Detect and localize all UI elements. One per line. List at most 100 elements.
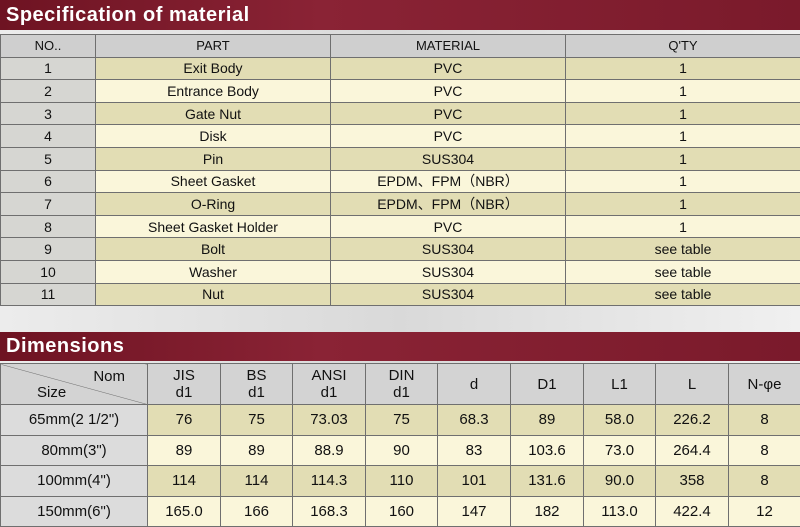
table-cell: 11 <box>0 282 96 307</box>
table-cell: 90.0 <box>583 465 656 497</box>
table-row: 4 Disk PVC 1 <box>0 124 800 148</box>
table-cell: PVC <box>330 56 566 81</box>
table-row: 7 O-Ring EPDM、FPM（NBR） 1 <box>0 192 800 216</box>
header-cell: D1 <box>510 363 584 405</box>
table-cell: SUS304 <box>330 259 566 284</box>
table-cell: 147 <box>437 495 511 527</box>
table-cell: 168.3 <box>292 495 366 527</box>
table-cell: 68.3 <box>437 404 511 436</box>
corner-label: Nom <box>93 368 125 385</box>
table-cell: 114.3 <box>292 465 366 497</box>
header-cell: N-φe <box>728 363 800 405</box>
table-cell: PVC <box>330 214 566 239</box>
table-cell: 75 <box>220 404 293 436</box>
table-cell: 73.03 <box>292 404 366 436</box>
table-cell: 150mm(6") <box>0 495 148 527</box>
table-row: 6 Sheet Gasket EPDM、FPM（NBR） 1 <box>0 169 800 194</box>
table-cell: 131.6 <box>510 465 584 497</box>
table-cell: see table <box>565 282 800 307</box>
table-cell: 80mm(3") <box>0 434 148 466</box>
table-row: 3 Gate Nut PVC 1 <box>0 101 800 126</box>
table-cell: SUS304 <box>330 146 566 171</box>
table-row: 8 Sheet Gasket Holder PVC 1 <box>0 214 800 239</box>
table-row: 2 Entrance Body PVC 1 <box>0 79 800 103</box>
table-cell: Bolt <box>95 237 331 261</box>
table-cell: 7 <box>0 192 96 216</box>
table-cell: 1 <box>565 146 800 171</box>
header-cell: PART <box>95 34 331 58</box>
table-cell: 5 <box>0 146 96 171</box>
header-cell: JIS d1 <box>147 363 221 405</box>
header-cell: L1 <box>583 363 656 405</box>
table-cell: 110 <box>365 465 438 497</box>
table-cell: 58.0 <box>583 404 656 436</box>
header-row: NO.. PART MATERIAL Q'TY <box>0 34 800 58</box>
dimensions-table: Nom Size JIS d1 BS d1 ANSI d1 DIN d1 d D1 L1 L N-φ… <box>0 363 800 527</box>
table-cell: 76 <box>147 404 221 436</box>
header-cell: MATERIAL <box>330 34 566 58</box>
table-cell: 113.0 <box>583 495 656 527</box>
table-cell: 89 <box>220 434 293 466</box>
table-row: 1 Exit Body PVC 1 <box>0 56 800 81</box>
table-cell: 88.9 <box>292 434 366 466</box>
table-cell: 103.6 <box>510 434 584 466</box>
table-cell: 1 <box>565 214 800 239</box>
table-cell: 8 <box>728 465 800 497</box>
table-cell: EPDM、FPM（NBR） <box>330 192 566 216</box>
table-cell: 358 <box>655 465 729 497</box>
header-cell: ANSI d1 <box>292 363 366 405</box>
table-cell: 89 <box>147 434 221 466</box>
table-cell: 65mm(2 1/2") <box>0 404 148 436</box>
table-cell: PVC <box>330 79 566 103</box>
table-cell: EPDM、FPM（NBR） <box>330 169 566 194</box>
table-cell: 114 <box>220 465 293 497</box>
table-cell: SUS304 <box>330 237 566 261</box>
table-cell: 2 <box>0 79 96 103</box>
table-row: 100mm(4") 114 114 114.3 110 101 131.6 90.0 358 8 <box>0 465 800 497</box>
table-cell: 1 <box>565 56 800 81</box>
table-cell: 8 <box>0 214 96 239</box>
table-cell: Exit Body <box>95 56 331 81</box>
table-cell: PVC <box>330 101 566 126</box>
table-cell: 75 <box>365 404 438 436</box>
table-cell: 6 <box>0 169 96 194</box>
table-cell: 1 <box>565 124 800 148</box>
table-cell: 114 <box>147 465 221 497</box>
table-cell: see table <box>565 237 800 261</box>
table-cell: 8 <box>728 434 800 466</box>
table-cell: 10 <box>0 259 96 284</box>
table-cell: 1 <box>0 56 96 81</box>
material-table: NO.. PART MATERIAL Q'TY 1 Exit Body PVC 1 2 Entra… <box>0 34 800 307</box>
corner-label: Size <box>37 384 67 401</box>
table-cell: PVC <box>330 124 566 148</box>
table-row: 9 Bolt SUS304 see table <box>0 237 800 261</box>
table-row: 5 Pin SUS304 1 <box>0 146 800 171</box>
table-cell: 89 <box>510 404 584 436</box>
table-cell: 422.4 <box>655 495 729 527</box>
table-cell: 12 <box>728 495 800 527</box>
table-cell: Sheet Gasket <box>95 169 331 194</box>
section-title: Dimensions <box>0 332 800 361</box>
table-cell: 1 <box>565 192 800 216</box>
table-cell: 100mm(4") <box>0 465 148 497</box>
table-cell: 226.2 <box>655 404 729 436</box>
table-cell: Sheet Gasket Holder <box>95 214 331 239</box>
header-cell: DIN d1 <box>365 363 438 405</box>
header-cell: BS d1 <box>220 363 293 405</box>
header-cell: d <box>437 363 511 405</box>
table-cell: Entrance Body <box>95 79 331 103</box>
table-row: 65mm(2 1/2") 76 75 73.03 75 68.3 89 58.0 226.2 8 <box>0 404 800 436</box>
table-cell: 8 <box>728 404 800 436</box>
table-cell: 160 <box>365 495 438 527</box>
table-cell: Nut <box>95 282 331 307</box>
table-cell: 3 <box>0 101 96 126</box>
table-cell: O-Ring <box>95 192 331 216</box>
table-cell: 1 <box>565 101 800 126</box>
table-cell: 101 <box>437 465 511 497</box>
table-cell: Pin <box>95 146 331 171</box>
header-cell: NO.. <box>0 34 96 58</box>
section-title: Specification of material <box>0 0 800 30</box>
table-cell: 9 <box>0 237 96 261</box>
header-cell: L <box>655 363 729 405</box>
